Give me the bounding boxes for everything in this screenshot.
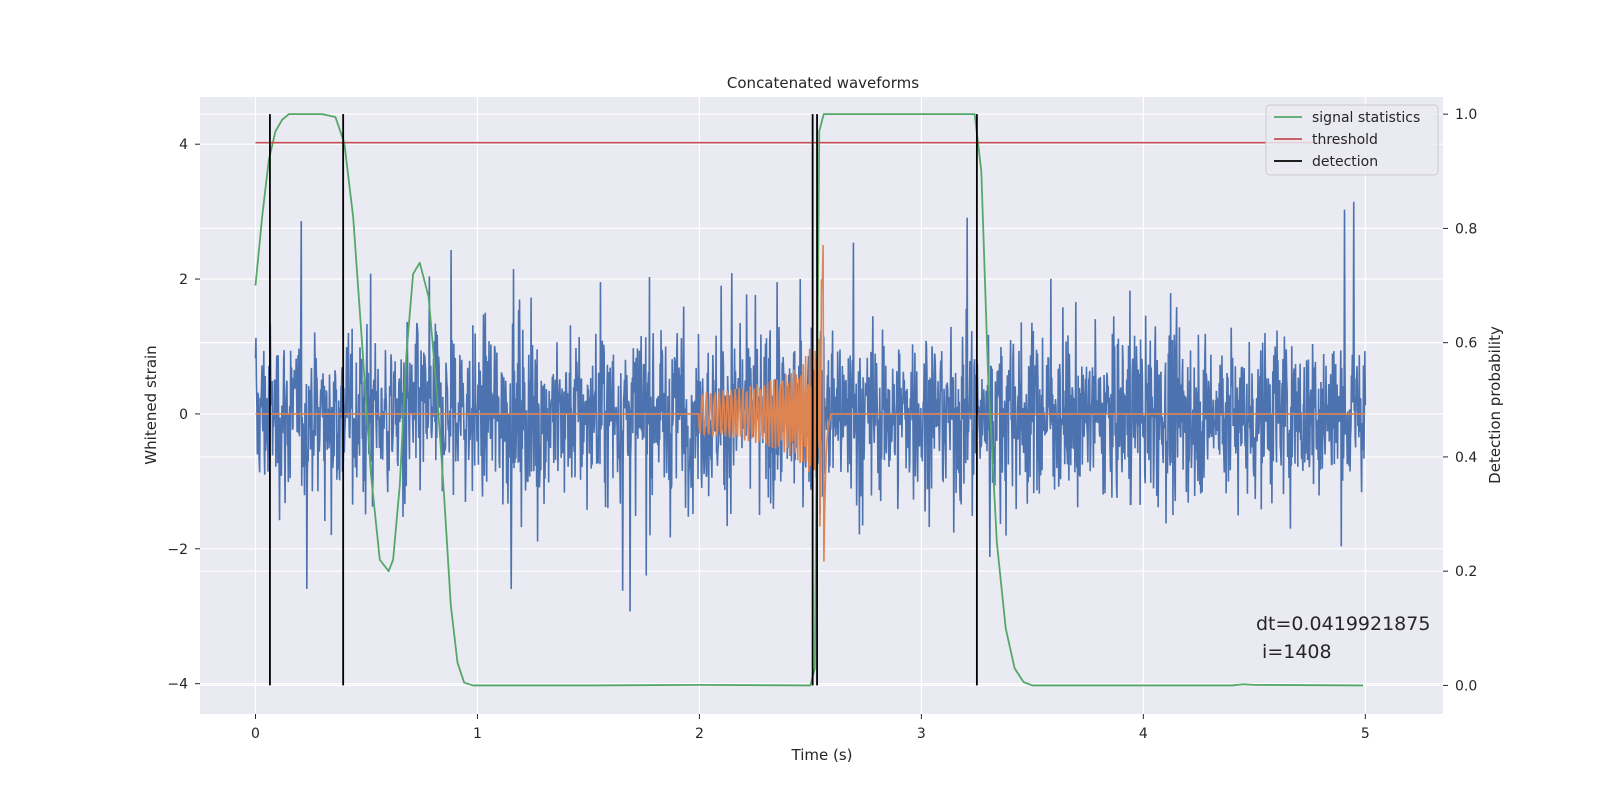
y2-tick-label: 0.6 [1455,336,1477,352]
x-tick-label: 4 [1139,726,1148,742]
y-tick-label: 4 [179,137,188,153]
x-axis-label: Time (s) [791,746,853,764]
y2-tick-label: 0.4 [1455,450,1477,466]
y2-tick-label: 0.0 [1455,678,1477,694]
annotation-dt: dt=0.0419921875 [1256,613,1430,635]
y-tick-label: 2 [179,272,188,288]
y-tick-label: −2 [167,542,188,558]
legend-box [1265,104,1439,176]
y-axis-label: Whitened strain [142,345,160,464]
y-tick-label: −4 [167,677,188,693]
x-tick-label: 2 [695,726,704,742]
y2-axis-label: Detection probability [1486,326,1504,484]
legend-label: signal statistics [1312,110,1420,126]
detection-series [269,114,978,686]
signal-statistics-line [254,113,1364,687]
y2-tick-label: 0.8 [1455,221,1477,237]
x-tick-label: 1 [473,726,482,742]
y2-tick-label: 1.0 [1455,107,1477,123]
injection-line [255,244,1366,562]
legend-label: detection [1312,154,1378,170]
chart-title: Concatenated waveforms [727,74,919,92]
x-tick-label: 0 [251,726,260,742]
y-axis-left: −4 −2 0 2 4 [167,137,200,693]
y-tick-label: 0 [179,407,188,423]
signal-statistics-series [254,113,1364,687]
x-tick-label: 5 [1361,726,1370,742]
legend-label: threshold [1312,132,1378,148]
x-axis: 0 1 2 3 4 5 [251,714,1370,742]
y-axis-right: 0.0 0.2 0.4 0.6 0.8 1.0 [1443,107,1477,694]
y2-tick-label: 0.2 [1455,564,1477,580]
injection-series [255,244,1366,562]
legend: signal statistics threshold detection [1265,104,1439,176]
x-tick-label: 3 [917,726,926,742]
annotation-i: i=1408 [1256,641,1332,663]
